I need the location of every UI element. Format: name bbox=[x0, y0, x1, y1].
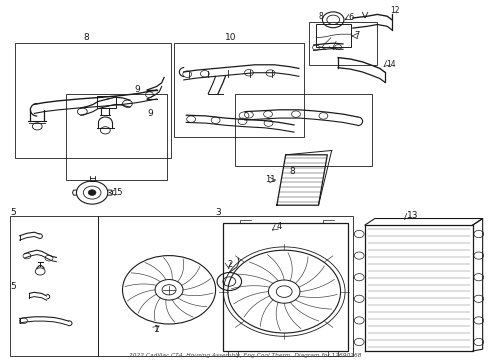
Bar bbox=[15, 43, 171, 158]
Text: 4: 4 bbox=[277, 222, 282, 231]
Circle shape bbox=[88, 190, 96, 195]
Text: 15: 15 bbox=[112, 188, 122, 197]
Text: 1: 1 bbox=[154, 325, 160, 334]
Text: 8: 8 bbox=[318, 12, 323, 21]
Bar bbox=[66, 94, 167, 180]
Text: 10: 10 bbox=[225, 33, 237, 42]
Text: 8: 8 bbox=[289, 166, 295, 175]
Bar bbox=[174, 43, 304, 137]
Text: 2: 2 bbox=[228, 260, 233, 269]
Text: 14: 14 bbox=[386, 60, 396, 69]
Text: 7: 7 bbox=[354, 31, 360, 40]
Text: 8: 8 bbox=[83, 33, 89, 42]
Bar bbox=[316, 24, 351, 47]
Bar bbox=[223, 223, 348, 351]
Text: 12: 12 bbox=[391, 6, 400, 15]
Text: 9: 9 bbox=[135, 85, 141, 94]
Bar bbox=[98, 216, 353, 356]
Text: 3: 3 bbox=[216, 208, 221, 217]
Bar bbox=[10, 216, 98, 356]
Text: 6: 6 bbox=[348, 13, 353, 22]
Text: 11: 11 bbox=[265, 175, 275, 184]
Bar bbox=[97, 96, 116, 108]
Text: 2022 Cadillac CT4  Housing Assembly, Eng Cool Therm  Diagram for 12690768: 2022 Cadillac CT4 Housing Assembly, Eng … bbox=[129, 353, 361, 358]
Bar bbox=[309, 22, 377, 65]
Text: 5: 5 bbox=[10, 208, 16, 217]
Text: 9: 9 bbox=[147, 109, 153, 118]
Text: 13: 13 bbox=[407, 211, 418, 220]
Bar bbox=[235, 94, 372, 166]
Text: 5: 5 bbox=[11, 282, 17, 291]
